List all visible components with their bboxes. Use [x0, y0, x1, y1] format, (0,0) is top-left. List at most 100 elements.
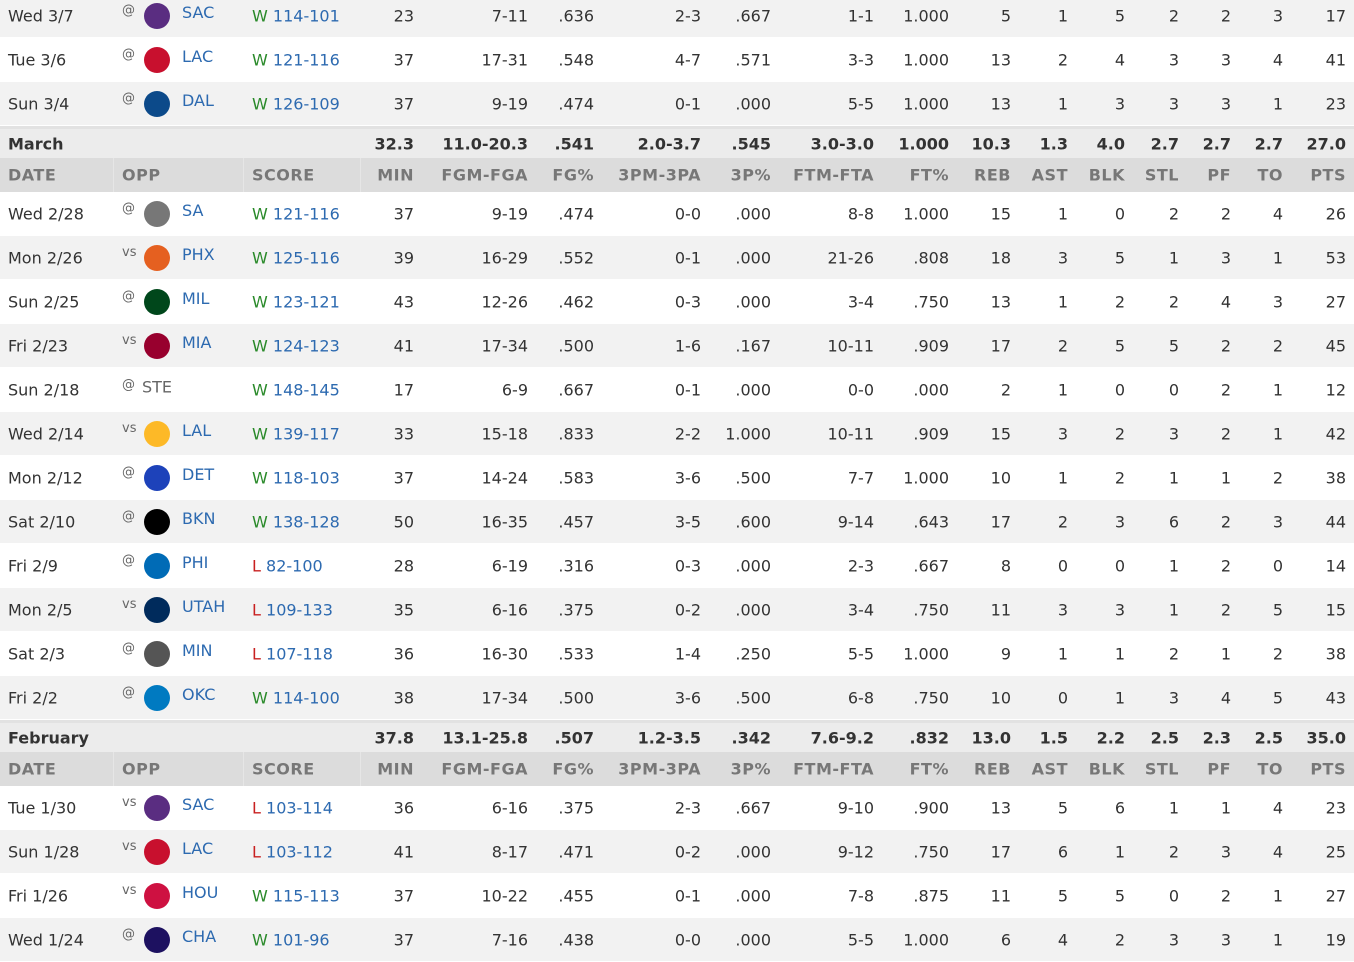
game-score[interactable]: W 114-101 — [252, 6, 340, 25]
column-header[interactable]: FGM-FGA — [441, 165, 528, 185]
opponent-link[interactable]: PHI — [182, 553, 209, 572]
column-header[interactable]: MIN — [377, 165, 414, 185]
column-header[interactable]: FG% — [552, 165, 594, 185]
game-score[interactable]: W 123-121 — [252, 292, 340, 311]
opponent[interactable]: vs PHX — [122, 244, 215, 271]
game-score[interactable]: L 107-118 — [252, 644, 333, 663]
column-header[interactable]: FG% — [552, 759, 594, 779]
opponent[interactable]: vs UTAH — [122, 596, 226, 623]
column-header[interactable]: 3P% — [730, 165, 771, 185]
score-link[interactable]: 125-116 — [272, 248, 340, 267]
opponent-link[interactable]: STE — [142, 377, 173, 396]
column-header[interactable]: PF — [1207, 759, 1231, 779]
column-header[interactable]: REB — [974, 165, 1011, 185]
opponent-link[interactable]: MIL — [182, 289, 210, 308]
opponent-link[interactable]: SAC — [182, 3, 215, 22]
opponent[interactable]: @ PHI — [122, 552, 209, 579]
opponent-link[interactable]: SA — [182, 201, 204, 220]
opponent-link[interactable]: MIN — [182, 641, 213, 660]
opponent[interactable]: @ MIN — [122, 640, 213, 667]
column-header[interactable]: FT% — [909, 759, 949, 779]
game-score[interactable]: W 124-123 — [252, 336, 340, 355]
column-header[interactable]: FGM-FGA — [441, 759, 528, 779]
opponent-link[interactable]: CHA — [182, 927, 217, 946]
game-score[interactable]: L 109-133 — [252, 600, 333, 619]
opponent-link[interactable]: LAC — [182, 47, 214, 66]
score-link[interactable]: 103-114 — [266, 798, 333, 817]
column-header[interactable]: AST — [1031, 759, 1068, 779]
column-header[interactable]: TO — [1257, 165, 1283, 185]
score-link[interactable]: 121-116 — [272, 50, 340, 69]
opponent[interactable]: @ OKC — [122, 684, 215, 711]
column-header[interactable]: 3PM-3PA — [618, 759, 701, 779]
game-score[interactable]: W 138-128 — [252, 512, 340, 531]
score-link[interactable]: 82-100 — [266, 556, 323, 575]
opponent-link[interactable]: LAL — [182, 421, 212, 440]
score-link[interactable]: 139-117 — [272, 424, 340, 443]
opponent[interactable]: @ SA — [122, 200, 204, 227]
column-header[interactable]: PTS — [1310, 165, 1346, 185]
opponent[interactable]: vs SAC — [122, 794, 215, 821]
column-header[interactable]: STL — [1144, 759, 1179, 779]
column-header[interactable]: BLK — [1088, 759, 1125, 779]
column-header[interactable]: PF — [1207, 165, 1231, 185]
opponent[interactable]: @ MIL — [122, 288, 210, 315]
score-link[interactable]: 124-123 — [272, 336, 340, 355]
column-header[interactable]: BLK — [1088, 165, 1125, 185]
opponent[interactable]: @ STE — [122, 377, 173, 399]
score-link[interactable]: 118-103 — [272, 468, 340, 487]
column-header[interactable]: 3P% — [730, 759, 771, 779]
opponent-link[interactable]: LAC — [182, 839, 214, 858]
score-link[interactable]: 114-101 — [272, 6, 340, 25]
opponent[interactable]: @ BKN — [122, 508, 216, 535]
column-header[interactable]: STL — [1144, 165, 1179, 185]
column-header[interactable]: AST — [1031, 165, 1068, 185]
game-score[interactable]: W 148-145 — [252, 380, 340, 399]
column-header[interactable]: SCORE — [252, 759, 315, 779]
column-header[interactable]: 3PM-3PA — [618, 165, 701, 185]
game-score[interactable]: W 118-103 — [252, 468, 340, 487]
opponent-link[interactable]: SAC — [182, 795, 215, 814]
game-score[interactable]: W 115-113 — [252, 886, 340, 905]
column-header[interactable]: PTS — [1310, 759, 1346, 779]
score-link[interactable]: 114-100 — [272, 688, 340, 707]
opponent[interactable]: @ CHA — [122, 926, 217, 953]
opponent-link[interactable]: BKN — [182, 509, 216, 528]
column-header[interactable]: FT% — [909, 165, 949, 185]
opponent[interactable]: @ DAL — [122, 90, 214, 117]
opponent-link[interactable]: MIA — [182, 333, 212, 352]
game-score[interactable]: W 125-116 — [252, 248, 340, 267]
score-link[interactable]: 107-118 — [266, 644, 333, 663]
game-score[interactable]: W 101-96 — [252, 930, 330, 949]
score-link[interactable]: 103-112 — [266, 842, 333, 861]
game-score[interactable]: L 82-100 — [252, 556, 323, 575]
opponent[interactable]: @ DET — [122, 464, 215, 491]
game-score[interactable]: W 139-117 — [252, 424, 340, 443]
opponent[interactable]: vs HOU — [122, 882, 219, 909]
opponent-link[interactable]: HOU — [182, 883, 219, 902]
game-score[interactable]: L 103-112 — [252, 842, 333, 861]
game-score[interactable]: W 126-109 — [252, 94, 340, 113]
column-header[interactable]: DATE — [8, 759, 57, 779]
game-score[interactable]: W 121-116 — [252, 204, 340, 223]
column-header[interactable]: TO — [1257, 759, 1283, 779]
column-header[interactable]: FTM-FTA — [793, 759, 874, 779]
score-link[interactable]: 115-113 — [272, 886, 340, 905]
column-header[interactable]: REB — [974, 759, 1011, 779]
column-header[interactable]: MIN — [377, 759, 414, 779]
score-link[interactable]: 126-109 — [272, 94, 340, 113]
opponent-link[interactable]: UTAH — [182, 597, 226, 616]
column-header[interactable]: OPP — [122, 759, 161, 779]
game-score[interactable]: W 121-116 — [252, 50, 340, 69]
score-link[interactable]: 123-121 — [272, 292, 340, 311]
column-header[interactable]: FTM-FTA — [793, 165, 874, 185]
column-header[interactable]: DATE — [8, 165, 57, 185]
score-link[interactable]: 121-116 — [272, 204, 340, 223]
opponent-link[interactable]: DAL — [182, 91, 214, 110]
opponent-link[interactable]: DET — [182, 465, 215, 484]
column-header[interactable]: OPP — [122, 165, 161, 185]
game-score[interactable]: L 103-114 — [252, 798, 333, 817]
opponent[interactable]: @ LAC — [122, 46, 214, 73]
opponent[interactable]: vs MIA — [122, 332, 212, 359]
column-header[interactable]: SCORE — [252, 165, 315, 185]
